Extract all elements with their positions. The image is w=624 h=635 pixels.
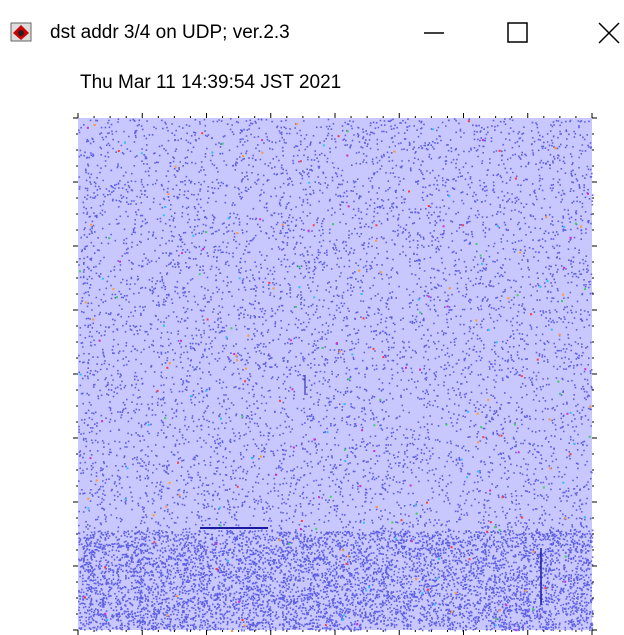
app-icon (11, 23, 31, 41)
title-bar: dst addr 3/4 on UDP; ver.2.3 (11, 22, 619, 43)
app-window: dst addr 3/4 on UDP; ver.2.3 Thu Mar 11 … (0, 0, 624, 635)
maximize-button[interactable] (508, 23, 527, 42)
window: dst addr 3/4 on UDP; ver.2.3 Thu Mar 11 … (0, 0, 624, 635)
close-button[interactable] (599, 23, 619, 43)
page: {"window": {"title": "dst addr 3/4 on UD… (0, 0, 624, 635)
timestamp: Thu Mar 11 14:39:54 JST 2021 (80, 72, 341, 93)
window-title: dst addr 3/4 on UDP; ver.2.3 (50, 22, 290, 43)
